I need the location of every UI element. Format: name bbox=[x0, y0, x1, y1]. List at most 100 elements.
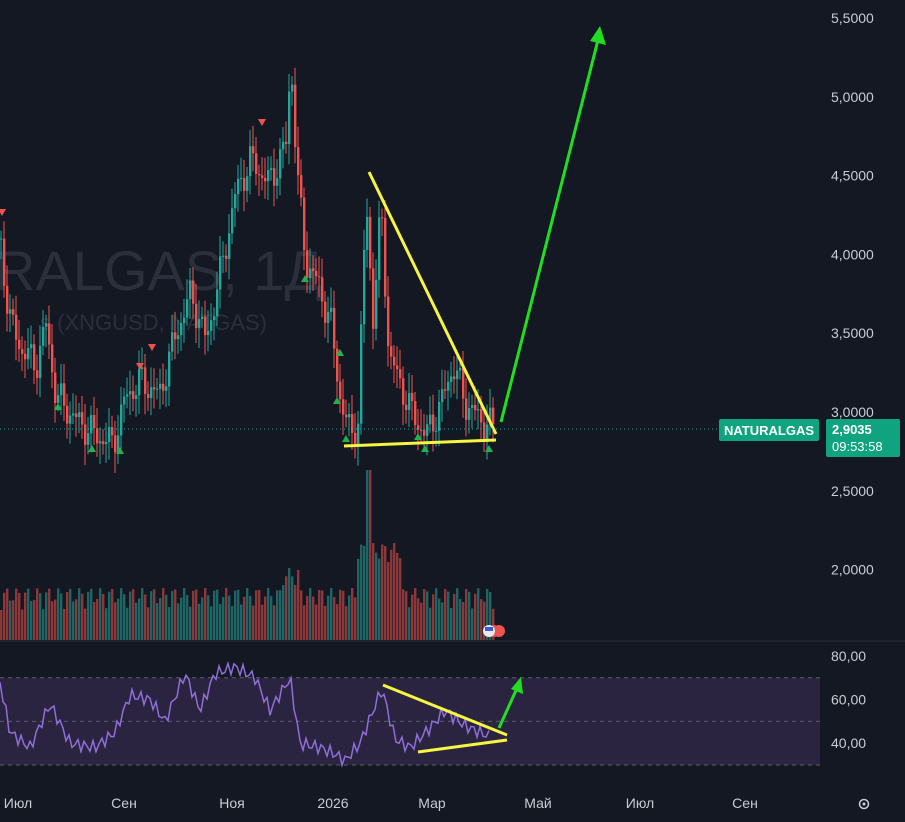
volume-bar bbox=[90, 588, 93, 640]
candle-body bbox=[339, 381, 342, 400]
time-tick-label: Июл bbox=[4, 795, 32, 811]
sell-signal-icon bbox=[0, 209, 6, 216]
candle-body bbox=[246, 176, 249, 191]
candle-body bbox=[33, 344, 36, 371]
volume-bar bbox=[435, 588, 438, 640]
candle-body bbox=[174, 332, 177, 340]
volume-bar bbox=[276, 590, 279, 640]
volume-bar bbox=[411, 594, 414, 640]
candle-body bbox=[435, 430, 438, 432]
price-tick-label: 2,5000 bbox=[831, 483, 874, 499]
volume-bar bbox=[159, 598, 162, 640]
candle-body bbox=[429, 414, 432, 425]
price-tick-label: 5,0000 bbox=[831, 89, 874, 105]
candle-body bbox=[21, 349, 24, 354]
candle-body bbox=[36, 370, 39, 378]
breakout-arrow-line[interactable] bbox=[499, 39, 600, 423]
candle-body bbox=[369, 216, 372, 269]
candle-body bbox=[414, 401, 417, 426]
volume-bar bbox=[267, 588, 270, 640]
candle-body bbox=[24, 353, 27, 360]
volume-bar bbox=[66, 592, 69, 640]
buy-signal-icon bbox=[88, 445, 96, 452]
candle-body bbox=[291, 84, 294, 92]
volume-bar bbox=[372, 543, 375, 640]
volume-bar bbox=[120, 588, 123, 640]
volume-bar bbox=[348, 595, 351, 640]
candle-body bbox=[189, 280, 192, 300]
volume-bars bbox=[0, 470, 495, 640]
candle-body bbox=[60, 383, 63, 396]
volume-bar bbox=[252, 605, 255, 640]
volume-bar bbox=[15, 588, 18, 640]
candle-body bbox=[378, 217, 381, 280]
volume-bar bbox=[441, 602, 444, 640]
candle-body bbox=[171, 332, 174, 352]
candle-body bbox=[108, 427, 111, 443]
candle-body bbox=[48, 323, 51, 345]
volume-bar bbox=[492, 608, 495, 640]
candle-body bbox=[186, 299, 189, 318]
rsi-lower-trendline[interactable] bbox=[417, 738, 508, 754]
volume-bar bbox=[465, 588, 468, 640]
volume-bar bbox=[231, 605, 234, 640]
candle-body bbox=[252, 146, 255, 154]
events-flag-icon[interactable] bbox=[483, 625, 505, 637]
price-tick-label: 3,5000 bbox=[831, 325, 874, 341]
buy-signal-icon bbox=[336, 349, 344, 356]
settings-gear-icon[interactable] bbox=[858, 798, 870, 810]
candle-body bbox=[360, 324, 363, 424]
volume-bar bbox=[81, 593, 84, 640]
time-axis[interactable]: Июл Сен Ноя 2026 Мар Май Июл Сен bbox=[4, 795, 758, 811]
drawings[interactable] bbox=[343, 26, 606, 448]
rsi-axis[interactable]: 80,00 60,00 40,00 bbox=[831, 648, 866, 751]
candle-body bbox=[267, 170, 270, 182]
volume-bar bbox=[111, 589, 114, 640]
candle-body bbox=[456, 370, 459, 380]
volume-bar bbox=[459, 598, 462, 640]
volume-bar bbox=[234, 590, 237, 640]
volume-bar bbox=[144, 594, 147, 640]
candle-body bbox=[213, 316, 216, 321]
candle-body bbox=[84, 424, 87, 445]
rsi-upper-trendline[interactable] bbox=[382, 683, 508, 737]
time-tick-label: Сен bbox=[732, 795, 758, 811]
triangle-upper-line[interactable] bbox=[367, 171, 498, 435]
candle-body bbox=[336, 348, 339, 382]
volume-bar bbox=[213, 590, 216, 640]
volume-bar bbox=[129, 591, 132, 640]
volume-bar bbox=[258, 590, 261, 640]
price-axis[interactable]: 5,5000 5,0000 4,5000 4,0000 3,5000 3,0000 2,50… bbox=[831, 10, 874, 578]
volume-bar bbox=[51, 601, 54, 640]
candle-body bbox=[93, 415, 96, 429]
volume-bar bbox=[189, 606, 192, 640]
volume-bar bbox=[285, 576, 288, 640]
volume-bar bbox=[54, 599, 57, 640]
price-label: 2,9035 09:53:58 bbox=[826, 419, 900, 457]
volume-bar bbox=[141, 588, 144, 640]
rsi-breakout-arrow[interactable] bbox=[497, 685, 520, 729]
volume-bar bbox=[246, 588, 249, 640]
candle-body bbox=[303, 197, 306, 251]
candle-body bbox=[438, 401, 441, 431]
volume-bar bbox=[84, 608, 87, 640]
candle-body bbox=[198, 319, 201, 329]
candle-body bbox=[333, 307, 336, 349]
volume-bar bbox=[309, 588, 312, 640]
rsi-pane bbox=[0, 660, 820, 769]
symbol-watermark: RALGAS, 1Д bbox=[0, 239, 322, 302]
triangle-lower-line[interactable] bbox=[343, 438, 497, 448]
volume-bar bbox=[105, 608, 108, 640]
volume-bar bbox=[123, 594, 126, 640]
candle-body bbox=[192, 280, 195, 304]
candle-body bbox=[87, 433, 90, 445]
candle-body bbox=[471, 404, 474, 408]
candle-body bbox=[327, 311, 330, 323]
volume-bar bbox=[447, 591, 450, 640]
volume-bar bbox=[369, 470, 372, 640]
volume-bar bbox=[249, 595, 252, 640]
candle-body bbox=[135, 395, 138, 399]
price-tick-label: 5,5000 bbox=[831, 10, 874, 26]
candle-body bbox=[351, 414, 354, 433]
